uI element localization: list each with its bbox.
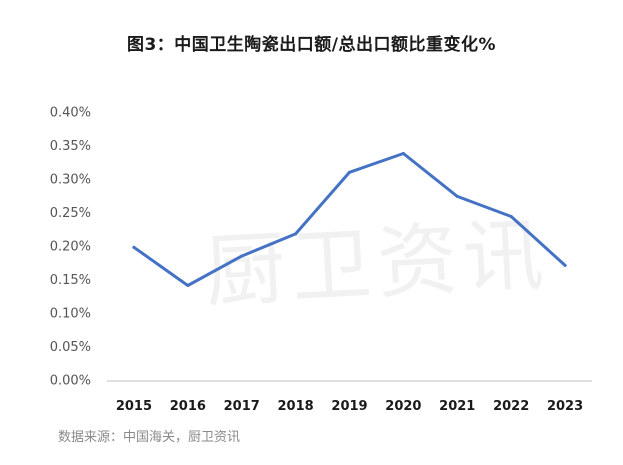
x-tick-label: 2021: [439, 399, 475, 414]
x-tick-label: 2022: [493, 399, 529, 414]
y-tick-label: 0.00%: [50, 374, 91, 389]
y-tick-label: 0.20%: [50, 240, 91, 255]
y-tick-label: 0.35%: [50, 139, 91, 154]
data-point: [132, 245, 136, 249]
x-tick-label: 2017: [224, 399, 260, 414]
data-point: [455, 194, 459, 198]
x-axis: 2015 2016 2017 2018 2019 2020 2021 2022 2023: [107, 380, 592, 414]
y-tick-label: 0.25%: [50, 206, 91, 221]
y-tick-label: 0.30%: [50, 173, 91, 188]
x-tick-label: 2020: [385, 399, 421, 414]
y-axis: 0.00% 0.05% 0.10% 0.15% 0.20% 0.25% 0.30% 0.35%…: [50, 106, 91, 389]
chart-title: 图3：中国卫生陶瓷出口额/总出口额比重变化%: [126, 35, 497, 55]
x-tick-label: 2018: [278, 399, 314, 414]
y-tick-label: 0.40%: [50, 106, 91, 121]
data-point: [509, 215, 513, 219]
data-point: [401, 152, 405, 156]
data-point: [186, 284, 190, 288]
x-tick-label: 2015: [116, 399, 152, 414]
y-tick-label: 0.10%: [50, 307, 91, 322]
y-tick-label: 0.15%: [50, 273, 91, 288]
y-tick-label: 0.05%: [50, 340, 91, 355]
x-tick-label: 2019: [331, 399, 367, 414]
series-layer: [132, 152, 567, 288]
x-tick-label: 2016: [170, 399, 206, 414]
data-point: [294, 232, 298, 236]
source-note: 数据来源：中国海关，厨卫资讯: [58, 430, 241, 445]
data-point: [348, 170, 351, 174]
data-point: [563, 263, 567, 267]
data-point: [240, 254, 244, 258]
x-tick-label: 2023: [547, 399, 583, 414]
